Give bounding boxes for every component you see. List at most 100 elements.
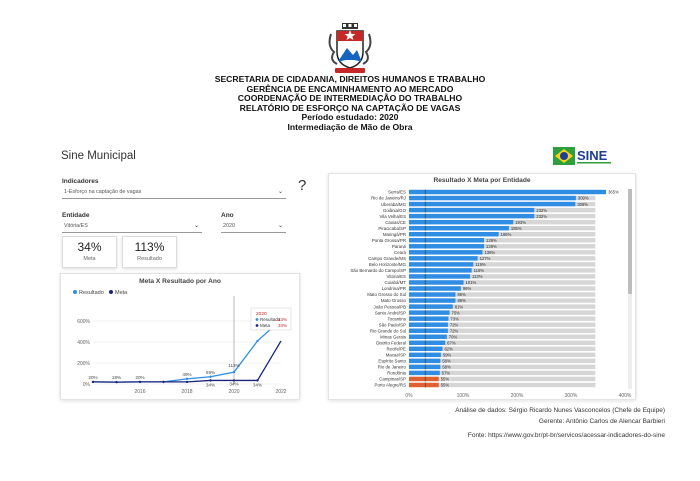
tooltip-marker <box>255 318 259 321</box>
meta-label: Meta <box>83 256 96 262</box>
bar-resultado <box>409 250 483 255</box>
entidade-dropdown[interactable]: Vitória/ES ⌄ <box>62 220 202 233</box>
bar-category-label: Campo Grande/MS <box>368 256 406 261</box>
bar-value-label: 62% <box>444 346 453 351</box>
bar-value-label: 101% <box>466 280 477 285</box>
line-point-label: 113% <box>228 363 239 368</box>
header-line-relatorio: RELATÓRIO DE ESFORÇO NA CAPTAÇÃO DE VAGA… <box>239 102 461 113</box>
bar-chart-scrollbar-thumb[interactable] <box>628 189 632 294</box>
bar-value-label: 139% <box>486 244 497 249</box>
line-point-resultado <box>256 339 259 343</box>
line-point-meta <box>256 379 259 382</box>
bar-resultado <box>409 286 461 291</box>
bar-resultado <box>409 262 474 267</box>
bar-category-label: Goiânia/GO <box>383 208 407 213</box>
bar-value-label: 113% <box>472 274 483 279</box>
line-point-label: 20% <box>135 375 144 380</box>
bar-category-label: Macaé/SP <box>386 353 406 358</box>
bar-chart-xtick: 200% <box>511 393 524 399</box>
bar-resultado <box>409 280 464 285</box>
bar-track <box>409 334 596 339</box>
bar-value-label: 72% <box>450 328 459 333</box>
line-point-label: 34% <box>206 382 215 387</box>
help-question-icon[interactable]: ? <box>298 177 307 194</box>
resultado-label: Resultado <box>137 256 162 262</box>
chevron-down-icon: ⌄ <box>277 223 283 229</box>
bar-category-label: São Paulo/SP <box>379 322 406 327</box>
entidade-label: Entidade <box>62 212 90 219</box>
bar-resultado <box>409 364 441 370</box>
bar-resultado <box>409 334 447 339</box>
bar-category-label: Campinas/SP <box>379 377 406 382</box>
bar-track <box>409 352 596 358</box>
bar-value-label: 166% <box>501 232 512 237</box>
bar-category-label: Cuiabá/MT <box>385 280 407 285</box>
bar-track <box>409 274 596 279</box>
bar-track <box>409 262 596 267</box>
line-point-meta <box>138 380 142 384</box>
bar-chart-xtick: 400% <box>619 393 632 399</box>
bar-value-label: 232% <box>536 214 547 219</box>
bar-value-label: 86% <box>457 298 466 303</box>
bar-category-label: Mato Grosso do Sul <box>367 292 406 297</box>
chevron-down-icon: ⌄ <box>193 223 199 229</box>
bar-category-label: Ceará <box>394 250 407 255</box>
line-point-meta <box>185 380 189 384</box>
bar-track <box>409 322 596 327</box>
tooltip-box <box>250 307 292 331</box>
bar-resultado <box>409 310 450 315</box>
bar-value-label: 308% <box>577 202 588 207</box>
bar-category-label: Mato Grosso <box>381 298 407 303</box>
bar-value-label: 309% <box>578 196 589 201</box>
bar-resultado <box>409 213 535 219</box>
bar-category-label: Londrina/PR <box>382 286 406 291</box>
bar-track <box>409 316 596 321</box>
dashboard-title: Sine Municipal <box>61 150 136 162</box>
bar-value-label: 57% <box>442 371 451 376</box>
bar-category-label: Rio de Janeiro/RJ <box>371 196 406 201</box>
legend-meta-label: Meta <box>115 290 128 296</box>
line-point-label: 69% <box>206 370 215 375</box>
bar-category-label: Rio de Janeiro <box>378 365 407 370</box>
bar-track <box>409 376 596 382</box>
sine-logo-text: SINE <box>577 148 608 163</box>
ano-dropdown[interactable]: 2020 ⌄ <box>221 220 286 233</box>
meta-card: 34% Meta <box>62 236 117 268</box>
indicadores-value: 1-Esforço na captação de vagas <box>64 189 142 195</box>
bar-resultado <box>409 298 456 303</box>
bar-resultado <box>409 322 448 327</box>
bar-category-label: Piracicaba/SP <box>378 226 406 231</box>
bar-value-label: 59% <box>443 353 452 358</box>
bar-category-label: São Bernardo do Campo/SP <box>350 268 406 273</box>
bar-category-label: Vila Velha/ES <box>379 214 406 219</box>
line-chart-ytick: 600% <box>77 319 90 325</box>
bar-resultado <box>409 244 485 249</box>
credits-fonte: Fonte: https://www.gov.br/pt-br/servicos… <box>467 432 665 439</box>
line-point-meta <box>209 379 212 382</box>
bar-value-label: 86% <box>457 292 466 297</box>
line-point-meta <box>115 380 118 384</box>
bar-category-label: Serra/ES <box>388 190 406 195</box>
header-line-coordenacao: COORDENAÇÃO DE INTERMEDIAÇÃO DO TRABALHO <box>237 93 463 104</box>
bar-resultado <box>409 382 439 388</box>
bar-track <box>409 304 596 309</box>
bar-value-label: 58% <box>442 359 451 364</box>
bar-resultado <box>409 304 453 309</box>
line-point-label: 18% <box>112 375 121 380</box>
line-point-meta <box>162 380 165 384</box>
bar-track <box>409 364 596 370</box>
bar-track <box>409 358 596 364</box>
report-header: SECRETARIA DE CIDADANIA, DIREITOS HUMANO… <box>0 74 700 133</box>
bar-track <box>409 232 596 237</box>
bar-resultado <box>409 376 439 382</box>
line-point-label: 20% <box>88 375 97 380</box>
legend-meta-marker <box>109 290 113 294</box>
bar-category-label: Rio Grande do Sul <box>370 328 406 333</box>
resultado-meta-por-entidade-panel: Resultado X Meta por Entidade 0% 100% 200%… <box>328 173 636 400</box>
bar-resultado <box>409 219 514 225</box>
resultado-value: 113% <box>134 240 165 254</box>
meta-value: 34% <box>77 240 102 254</box>
indicadores-dropdown[interactable]: 1-Esforço na captação de vagas ⌄ <box>62 186 286 199</box>
bar-value-label: 58% <box>442 365 451 370</box>
ano-value: 2020 <box>223 223 235 229</box>
